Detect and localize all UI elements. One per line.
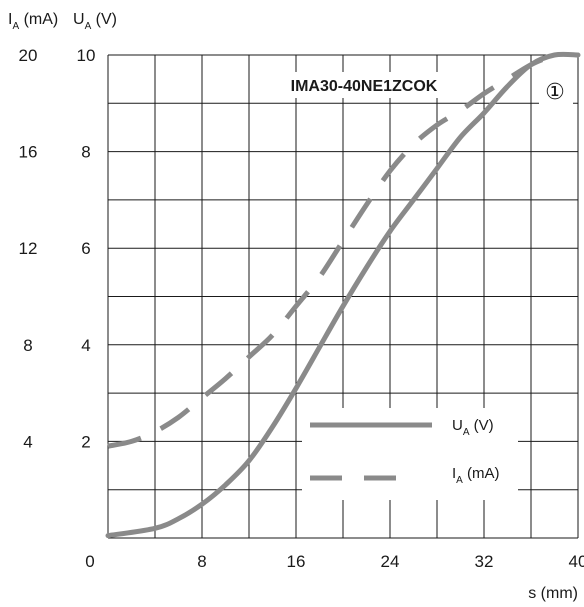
- y-right-tick-label: 8: [81, 143, 90, 162]
- y-right-tick-label: 2: [81, 432, 90, 451]
- marker-background: [539, 77, 573, 105]
- x-tick-label: 40: [569, 552, 584, 571]
- legend: UA (V) IA (mA): [302, 408, 518, 500]
- x-tick-label: 8: [197, 552, 206, 571]
- y-left-tick-label: 12: [19, 239, 38, 258]
- model-label-background: [262, 72, 466, 98]
- y-left-tick-label: 20: [19, 46, 38, 65]
- y-right-tick-label: 10: [77, 46, 96, 65]
- x-tick-label: 16: [287, 552, 306, 571]
- legend-label-voltage: UA (V): [452, 417, 494, 438]
- curve-marker: ①: [545, 79, 565, 104]
- legend-label-current: IA (mA): [452, 465, 500, 486]
- x-tick-label: 0: [85, 552, 94, 571]
- y-left-tick-label: 4: [23, 432, 32, 451]
- y-right-tick-label: 4: [81, 336, 90, 355]
- x-tick-label: 32: [475, 552, 494, 571]
- plot-grid: [107, 54, 579, 539]
- y-left-tick-label: 8: [23, 336, 32, 355]
- model-label: IMA30-40NE1ZCOK: [291, 78, 438, 95]
- x-axis-title: s (mm): [528, 585, 578, 602]
- y-right-axis-title: UA (V): [73, 11, 117, 32]
- y-right-tick-label: 6: [81, 239, 90, 258]
- y-left-tick-label: 16: [19, 143, 38, 162]
- series-line-current: [107, 52, 556, 449]
- series-line-voltage: [105, 51, 581, 539]
- x-tick-label: 24: [381, 552, 400, 571]
- y-left-axis-title: IA (mA): [8, 11, 58, 32]
- series-lines: [105, 51, 581, 539]
